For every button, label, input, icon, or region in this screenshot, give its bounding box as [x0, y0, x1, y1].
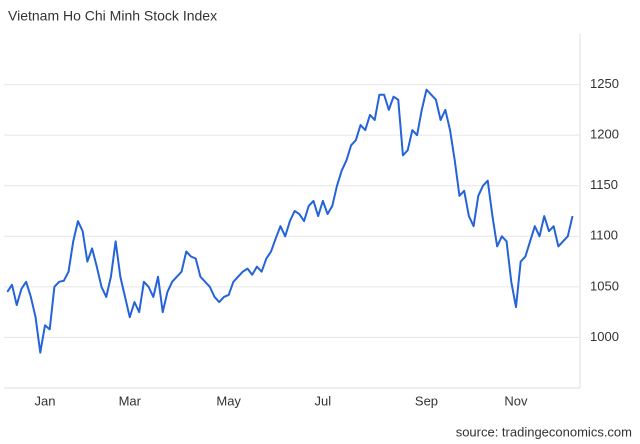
chart-title: Vietnam Ho Chi Minh Stock Index: [8, 8, 217, 24]
y-tick-label: 1050: [590, 278, 619, 293]
x-tick-label: Jan: [34, 393, 55, 408]
y-tick-label: 1150: [590, 177, 618, 192]
x-tick-label: May: [216, 393, 241, 408]
y-tick-label: 1000: [590, 329, 619, 344]
x-tick-label: Nov: [504, 393, 528, 408]
source: source: tradingeconomics.com: [456, 424, 632, 439]
x-tick-label: Jul: [315, 393, 332, 408]
y-tick-label: 1200: [590, 127, 619, 142]
x-tick-label: Mar: [119, 393, 142, 408]
x-tick-label: Sep: [415, 393, 438, 408]
y-tick-label: 1100: [590, 228, 618, 243]
line-series: [6, 88, 574, 354]
y-tick-label: 1250: [590, 76, 619, 91]
